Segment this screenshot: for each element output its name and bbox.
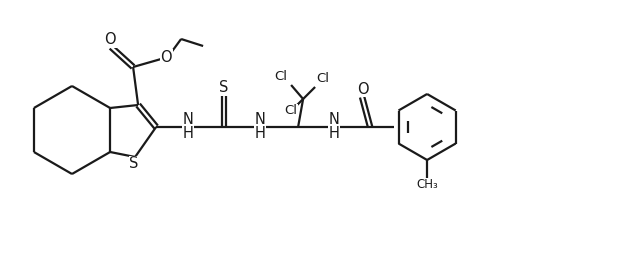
Text: Cl: Cl (275, 70, 287, 83)
Text: Cl: Cl (285, 104, 298, 118)
Text: O: O (104, 33, 116, 48)
Text: N: N (329, 113, 340, 128)
Text: H: H (255, 127, 266, 141)
Text: N: N (255, 113, 266, 128)
Text: S: S (129, 156, 139, 171)
Text: H: H (329, 127, 340, 141)
Text: Cl: Cl (317, 73, 330, 85)
Text: CH₃: CH₃ (416, 179, 438, 191)
Text: H: H (182, 127, 193, 141)
Text: N: N (182, 113, 193, 128)
Text: O: O (357, 82, 369, 97)
Text: O: O (160, 49, 172, 64)
Text: S: S (220, 80, 228, 95)
